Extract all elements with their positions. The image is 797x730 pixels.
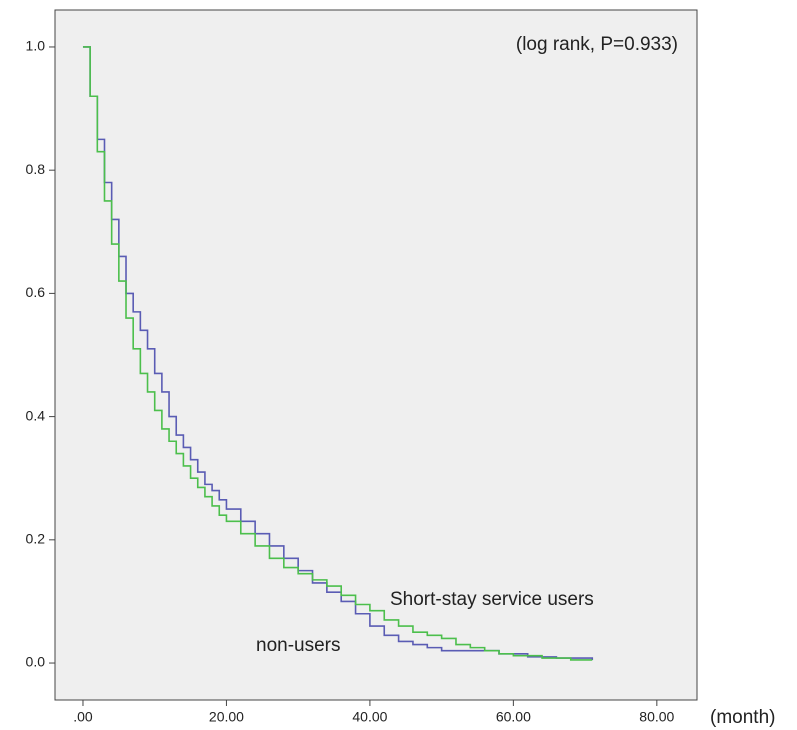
annotation: (log rank, P=0.933) [516, 34, 678, 55]
x-tick-label: 60.00 [496, 709, 531, 725]
y-tick-label: 0.0 [26, 654, 46, 670]
y-tick-label: 0.2 [26, 531, 46, 547]
y-tick-label: 1.0 [26, 38, 46, 54]
survival-curve [82, 46, 593, 661]
annotation: Short-stay service users [390, 589, 594, 610]
x-tick-label: .00 [73, 709, 93, 725]
x-tick-label: 40.00 [352, 709, 387, 725]
plot-area [54, 9, 698, 701]
annotation: non-users [256, 635, 341, 656]
x-tick-label: 20.00 [209, 709, 244, 725]
y-tick-label: 0.8 [26, 161, 46, 177]
y-tick-label: 0.6 [26, 284, 46, 300]
annotation: (month) [710, 707, 775, 728]
x-tick-label: 80.00 [639, 709, 674, 725]
survival-curve [82, 46, 594, 660]
y-tick-label: 0.4 [26, 407, 46, 423]
